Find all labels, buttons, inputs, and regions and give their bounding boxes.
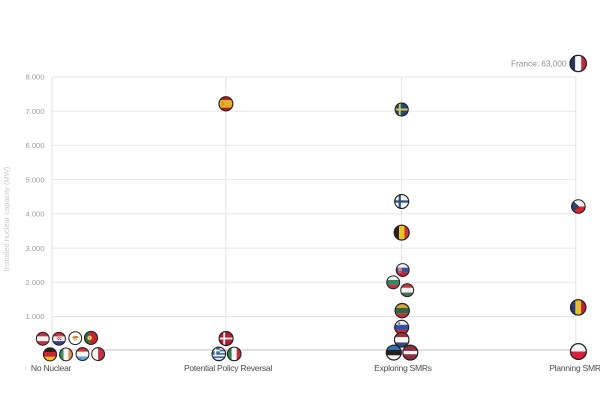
svg-text:3.000: 3.000 — [25, 244, 44, 253]
svg-text:8.000: 8.000 — [25, 73, 44, 82]
svg-text:Installed nuclear capacity (MW: Installed nuclear capacity (MW) — [2, 166, 11, 271]
svg-text:1.000: 1.000 — [25, 312, 44, 321]
svg-text:6.000: 6.000 — [25, 141, 44, 150]
svg-text:2.000: 2.000 — [25, 278, 44, 287]
svg-text:7.000: 7.000 — [25, 107, 44, 116]
svg-text:Planning SMRs: Planning SMRs — [549, 363, 600, 373]
svg-text:Exploring SMRs: Exploring SMRs — [374, 363, 432, 373]
svg-text:5.000: 5.000 — [25, 175, 44, 184]
svg-text:Potential Policy Reversal: Potential Policy Reversal — [184, 363, 272, 373]
svg-text:4.000: 4.000 — [25, 210, 44, 219]
svg-text:No Nuclear: No Nuclear — [31, 363, 72, 373]
svg-text:France: 63,000: France: 63,000 — [511, 58, 567, 68]
